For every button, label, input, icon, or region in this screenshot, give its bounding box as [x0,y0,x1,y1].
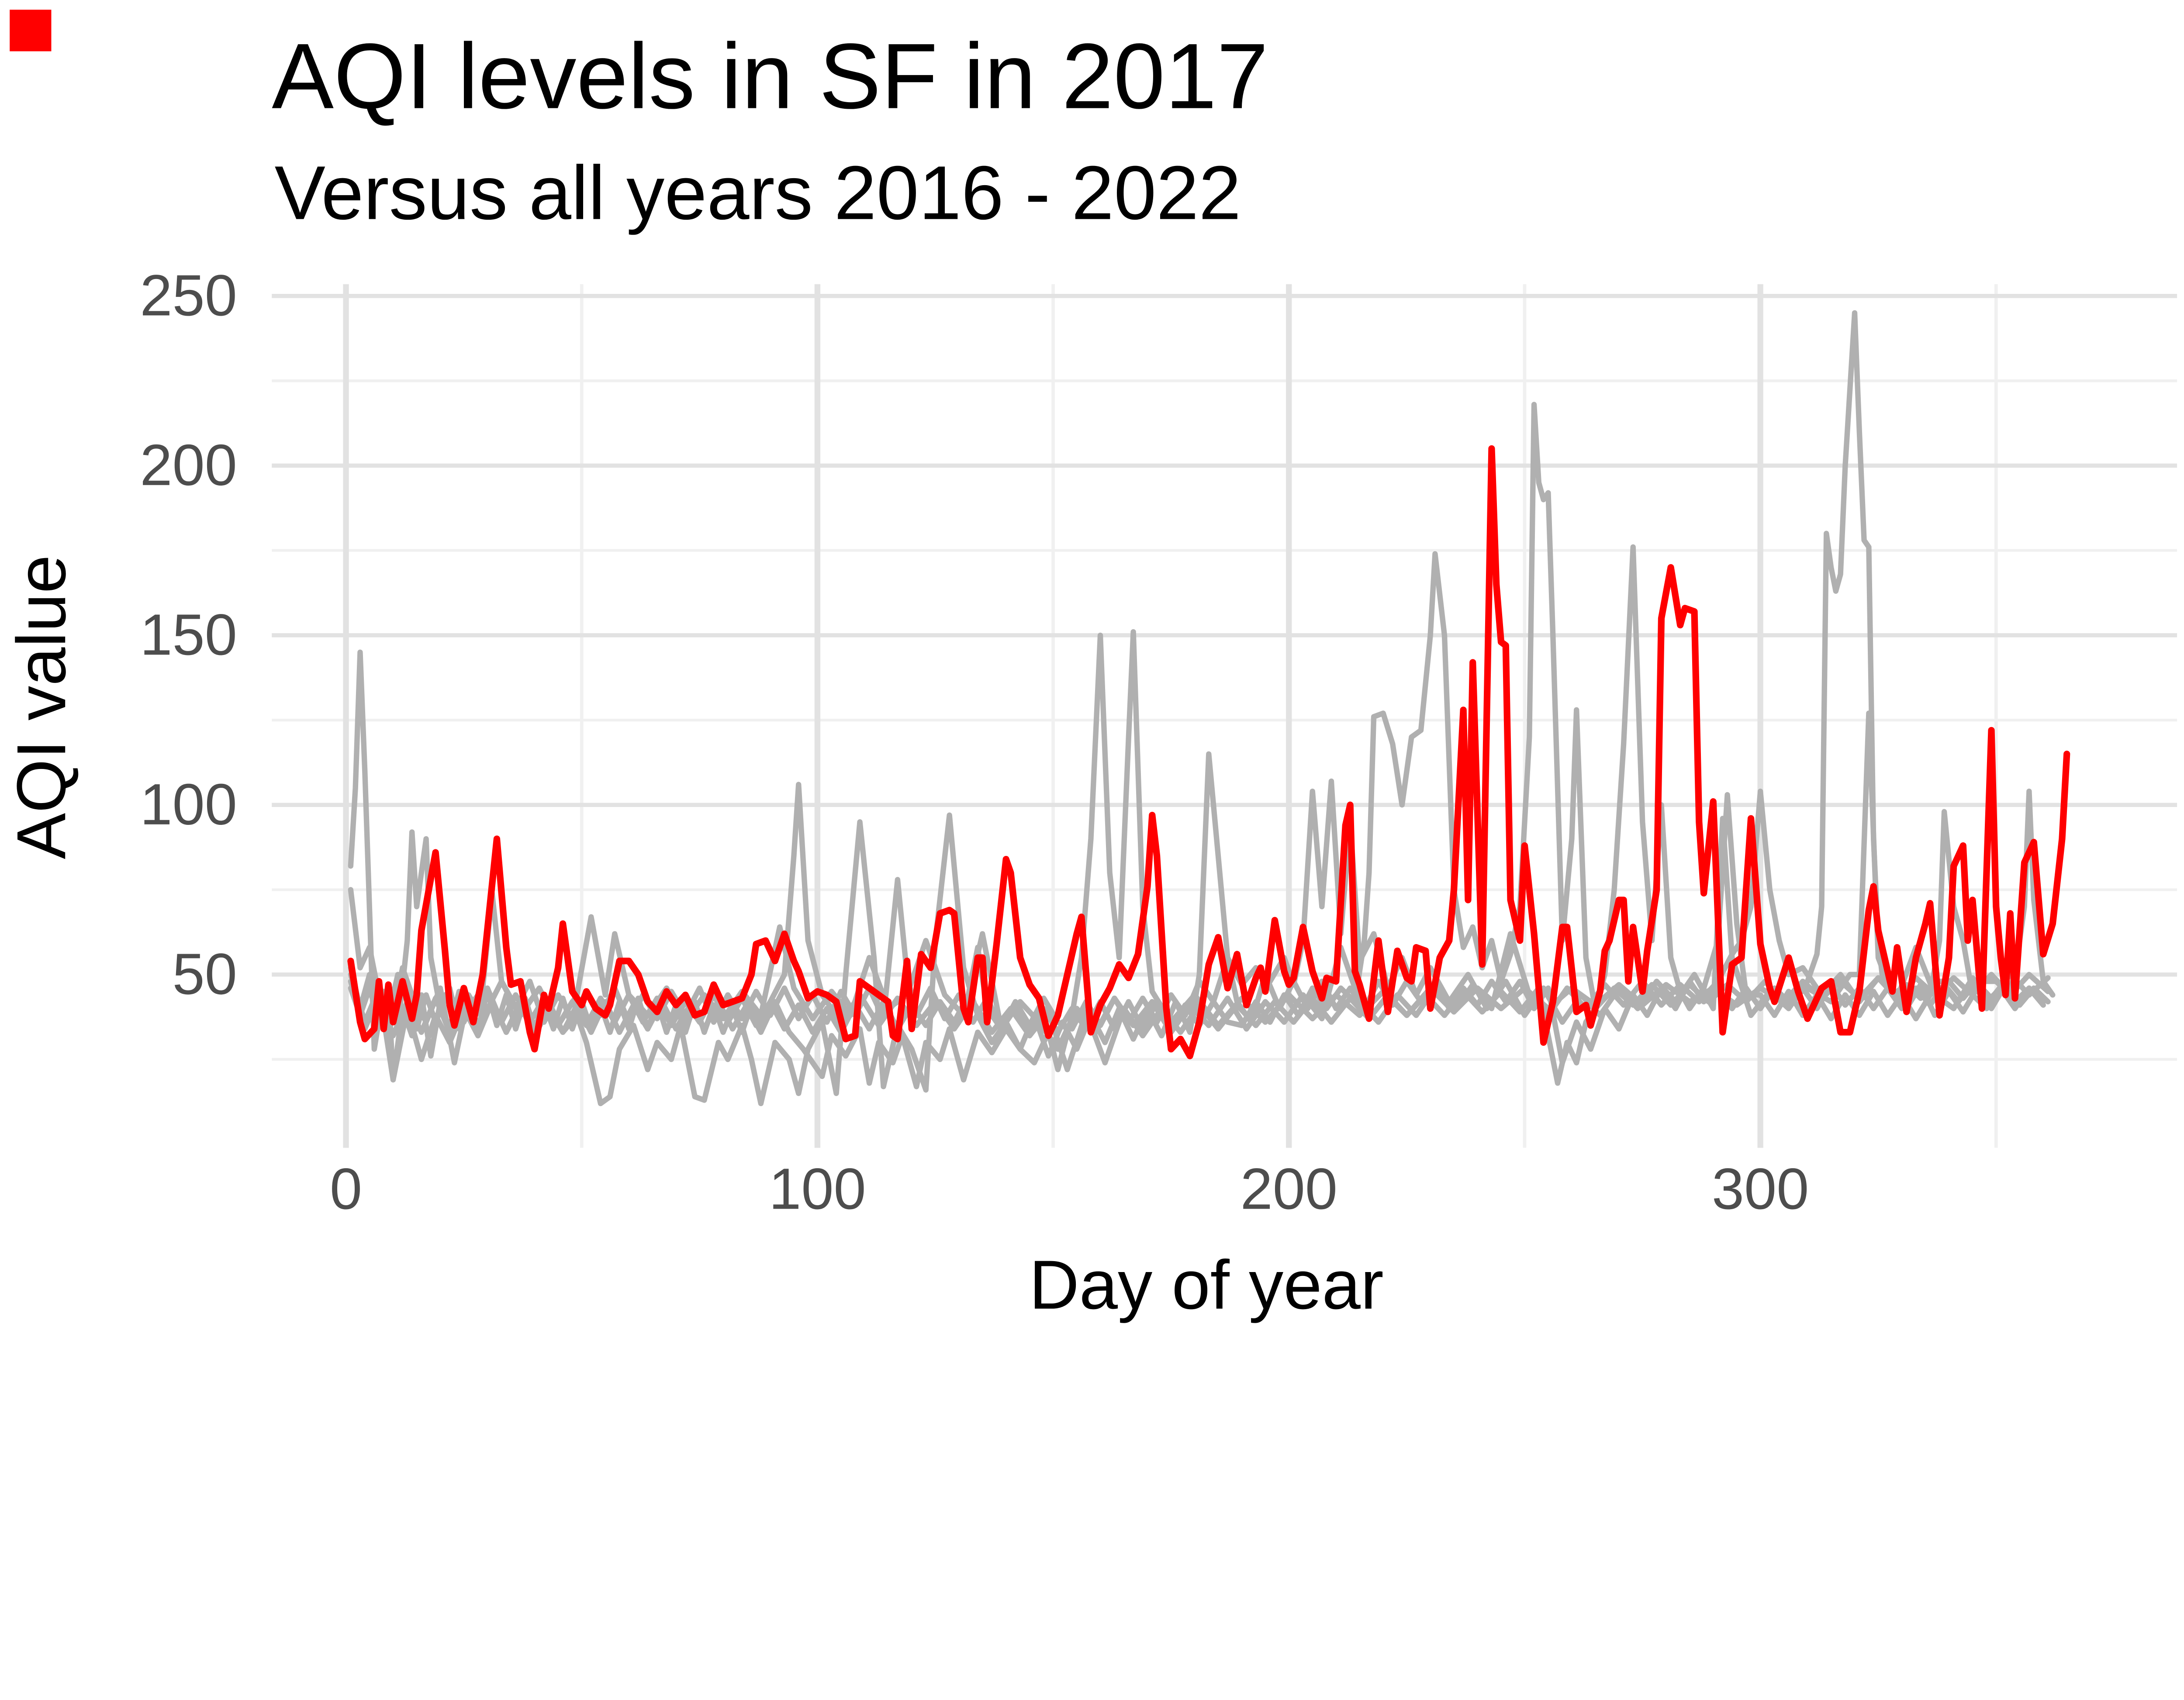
y-tick-label: 250 [140,263,237,328]
chart-background [0,0,2184,1349]
x-tick-label: 300 [1712,1156,1809,1221]
y-tick-label: 150 [140,602,237,667]
y-tick-label: 50 [173,941,237,1007]
series-line-2017 [347,445,2070,1059]
x-tick-label: 200 [1241,1156,1337,1221]
aqi-line-chart: 50 100 150 200 250 0 100 200 300 AQI levels in S… [0,0,2184,1349]
y-tick-label: 100 [140,772,237,837]
y-axis-title: AQI value [2,555,80,859]
series-lines [347,310,2070,1107]
x-tick-label: 0 [330,1156,362,1221]
x-tick-label: 100 [769,1156,866,1221]
chart-title: AQI levels in SF in 2017 [272,24,1268,128]
y-tick-label: 200 [140,433,237,498]
chart-subtitle: Versus all years 2016 - 2022 [275,151,1241,236]
x-axis-title: Day of year [1029,1246,1384,1324]
corner-marker [10,10,52,52]
axis-tick-labels: 50 100 150 200 250 0 100 200 300 [140,263,1809,1221]
